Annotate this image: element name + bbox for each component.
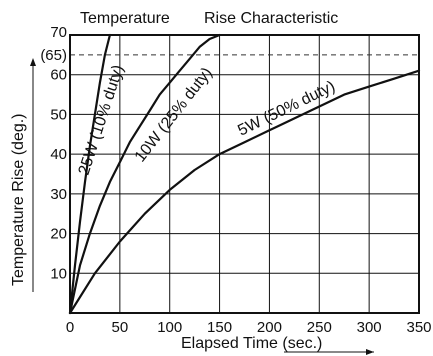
y-tick-label-40: 40 [50, 146, 67, 163]
x-tick-labels: 0 50 100 150 200 250 300 350 [66, 319, 432, 336]
curves [68, 33, 421, 315]
series-label-5w-50-duty: 5W (50% duty) [235, 78, 338, 140]
y-axis-arrowhead [30, 58, 36, 66]
curve-labels: 25W (10% duty) 10W (25% duty) 5W (50% duty… [76, 63, 338, 177]
y-tick-label-70: 70 [50, 24, 67, 41]
x-tick-label-100: 100 [157, 319, 182, 336]
x-tick-label-350: 350 [406, 319, 431, 336]
y-tick-labels: 10 20 30 40 50 60 70 [50, 24, 67, 282]
series-line-25w-10-duty [68, 33, 111, 315]
x-tick-label-300: 300 [357, 319, 382, 336]
y-tick-label-10: 10 [50, 265, 67, 282]
x-tick-label-150: 150 [207, 319, 232, 336]
y-tick-label-50: 50 [50, 106, 67, 123]
x-axis-label: Elapsed Time (sec.) [181, 335, 322, 352]
chart-title-part1: Temperature [80, 10, 170, 27]
reference-line-label: (65) [40, 47, 67, 64]
y-tick-label-20: 20 [50, 226, 67, 243]
series-line-10w-25-duty [68, 33, 221, 315]
x-tick-label-50: 50 [112, 319, 129, 336]
y-axis-label: Temperature Rise (deg.) [10, 113, 27, 286]
series-line-5w-50-duty [68, 69, 421, 315]
x-axis-arrowhead [366, 349, 374, 355]
x-tick-label-250: 250 [307, 319, 332, 336]
x-tick-label-0: 0 [66, 319, 74, 336]
y-tick-label-60: 60 [50, 67, 67, 84]
plot-frame [69, 34, 420, 314]
series-label-10w-25-duty: 10W (25% duty) [132, 65, 216, 166]
x-tick-label-200: 200 [257, 319, 282, 336]
grid-lines [70, 35, 419, 313]
chart-title-part2: Rise Characteristic [204, 10, 338, 27]
y-tick-label-30: 30 [50, 186, 67, 203]
